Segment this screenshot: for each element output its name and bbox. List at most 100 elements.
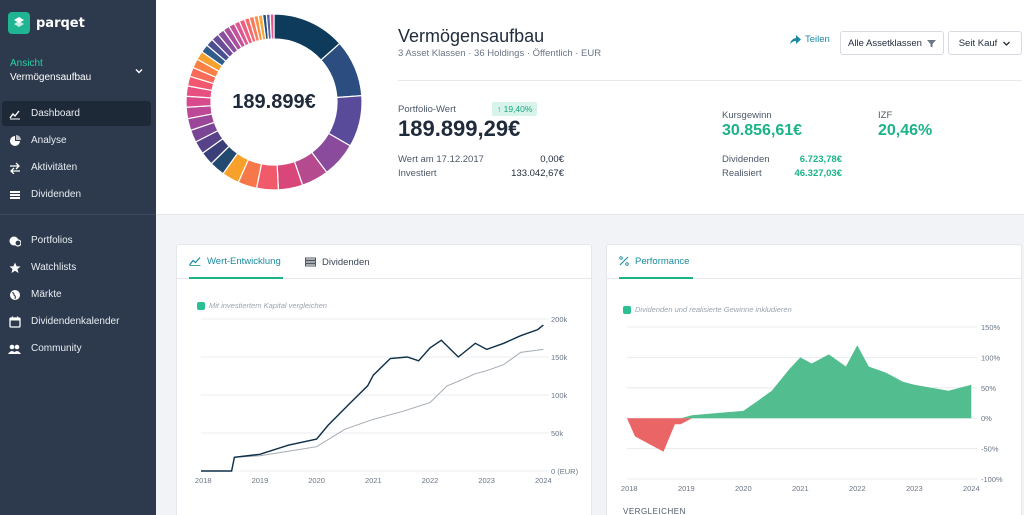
sidebar-item-watchlists[interactable]: Watchlists <box>2 255 151 280</box>
chevron-down-icon <box>1003 41 1011 46</box>
transfer-icon <box>8 161 21 174</box>
performance-positive-area[interactable] <box>627 345 972 419</box>
sidebar-item-dashboard[interactable]: Dashboard <box>2 101 151 126</box>
dividends-value: 6.723,78€ <box>799 154 842 165</box>
sidebar-item-portfolios[interactable]: Portfolios <box>2 228 151 253</box>
y-tick-label: 150k <box>551 353 568 362</box>
sidebar-divider <box>0 214 156 215</box>
sidebar-item-label: Märkte <box>31 289 62 300</box>
y-tick-label: 50k <box>551 429 563 438</box>
y-tick-label: 150% <box>981 323 1001 332</box>
share-label: Teilen <box>805 34 830 45</box>
sidebar-item-label: Dashboard <box>31 108 80 119</box>
allocation-donut[interactable]: 189.899€ <box>184 12 364 192</box>
community-icon <box>8 342 21 355</box>
sidebar-item-label: Dividendenkalender <box>31 316 120 327</box>
sidebar-item-aktivitaeten[interactable]: Aktivitäten <box>2 155 151 180</box>
y-tick-label: -50% <box>981 445 999 454</box>
tab-value-development[interactable]: Wert-Entwicklung <box>189 245 283 279</box>
sidebar-item-analyse[interactable]: Analyse <box>2 128 151 153</box>
tab-label: Wert-Entwicklung <box>207 255 281 267</box>
x-tick-label: 2021 <box>365 476 382 485</box>
x-tick-label: 2023 <box>906 484 923 493</box>
y-tick-label: -100% <box>981 475 1003 484</box>
donut-slice[interactable] <box>269 13 275 40</box>
asset-class-filter-label: Alle Assetklassen <box>848 37 922 49</box>
asset-class-filter[interactable]: Alle Assetklassen <box>840 31 944 55</box>
series-line[interactable] <box>201 324 544 472</box>
compare-invested-checkbox[interactable]: Mit investiertem Kapital vergleichen <box>197 301 327 310</box>
portfolio-meta: 3 Asset Klassen · 36 Holdings · Öffentli… <box>398 48 602 59</box>
logo[interactable]: parqet <box>8 12 85 34</box>
chevron-down-icon <box>135 69 143 74</box>
tab-label: Performance <box>635 255 690 267</box>
sidebar-item-maerkte[interactable]: Märkte <box>2 282 151 307</box>
tab-dividends[interactable]: Dividenden <box>305 245 370 279</box>
performance-negative-area[interactable] <box>627 418 972 452</box>
series-line[interactable] <box>201 348 544 472</box>
line-chart-icon <box>189 257 201 266</box>
gain-value: 30.856,61€ <box>722 122 803 139</box>
compare-section-label: VERGLEICHEN <box>623 507 686 515</box>
y-tick-label: 0 (EUR) <box>551 467 579 476</box>
x-tick-label: 2019 <box>678 484 695 493</box>
x-tick-label: 2022 <box>422 476 439 485</box>
sidebar-item-label: Community <box>31 343 82 354</box>
view-selector[interactable]: Ansicht Vermögensaufbau <box>10 58 148 83</box>
portfolio-value-label: Portfolio-Wert <box>398 104 456 115</box>
tab-performance[interactable]: Performance <box>619 245 693 279</box>
izf-value: 20,46% <box>878 122 933 139</box>
globe-icon <box>8 288 21 301</box>
value-development-card: Wert-Entwicklung Dividenden Mit investie… <box>176 244 592 515</box>
y-tick-label: 50% <box>981 384 996 393</box>
x-tick-label: 2020 <box>735 484 752 493</box>
x-tick-label: 2019 <box>252 476 269 485</box>
include-dividends-checkbox[interactable]: Dividenden und realisierte Gewinne inklu… <box>623 305 792 314</box>
value-development-chart: 200k 150k 100k 50k 0 (EUR) 2018 2019 2020 2021 20… <box>195 315 579 485</box>
sidebar-item-label: Portfolios <box>31 235 73 246</box>
coins-icon <box>305 257 316 267</box>
share-button[interactable]: Teilen <box>790 34 830 45</box>
view-value: Vermögensaufbau <box>10 72 92 83</box>
x-tick-label: 2022 <box>849 484 866 493</box>
dividends-icon <box>8 188 21 201</box>
sidebar-item-dividenden[interactable]: Dividenden <box>2 182 151 207</box>
time-range-label: Seit Kauf <box>958 37 998 49</box>
portfolio-change-badge: ↑ 19,40% <box>492 102 538 116</box>
sidebar-item-community[interactable]: Community <box>2 336 151 361</box>
dashboard-icon <box>8 107 21 120</box>
performance-chart: 150% 100% 50% 0% -50% -100% 2018 2019 2020 2021 20… <box>621 323 1003 493</box>
brand-name: parqet <box>36 15 85 31</box>
x-tick-label: 2024 <box>535 476 552 485</box>
card-tabs: Wert-Entwicklung Dividenden <box>177 245 591 279</box>
start-value-label: Wert am 17.12.2017 <box>398 154 484 165</box>
header-divider <box>398 80 1022 81</box>
gain-label: Kursgewinn <box>722 110 772 121</box>
x-tick-label: 2018 <box>621 484 638 493</box>
parqet-logo-icon <box>8 12 30 34</box>
star-icon <box>8 261 21 274</box>
performance-card: Performance Dividenden und realisierte G… <box>606 244 1022 515</box>
time-range-dropdown[interactable]: Seit Kauf <box>948 31 1022 55</box>
y-tick-label: 0% <box>981 414 992 423</box>
y-tick-label: 200k <box>551 315 568 324</box>
tab-label: Dividenden <box>322 256 370 268</box>
sidebar-item-label: Watchlists <box>31 262 77 273</box>
checkbox-checked-icon <box>197 301 205 310</box>
dividends-label: Dividenden <box>722 154 770 165</box>
izf-label: IZF <box>878 110 893 121</box>
card-tabs: Performance <box>607 245 1021 279</box>
x-tick-label: 2023 <box>478 476 495 485</box>
sidebar: parqet Ansicht Vermögensaufbau Dashboard… <box>0 0 156 515</box>
x-tick-label: 2020 <box>308 476 325 485</box>
share-icon <box>790 34 801 44</box>
x-tick-label: 2021 <box>792 484 809 493</box>
x-tick-label: 2018 <box>195 476 212 485</box>
sidebar-item-label: Aktivitäten <box>31 162 78 173</box>
allocation-donut-chart <box>185 13 363 191</box>
realized-value: 46.327,03€ <box>794 168 842 179</box>
sidebar-item-dividendenkalender[interactable]: Dividendenkalender <box>2 309 151 334</box>
page-title: Vermögensaufbau <box>398 26 545 46</box>
nav-secondary: Portfolios Watchlists Märkte Dividendenk… <box>2 228 151 363</box>
invested-value: 133.042,67€ <box>511 168 564 179</box>
